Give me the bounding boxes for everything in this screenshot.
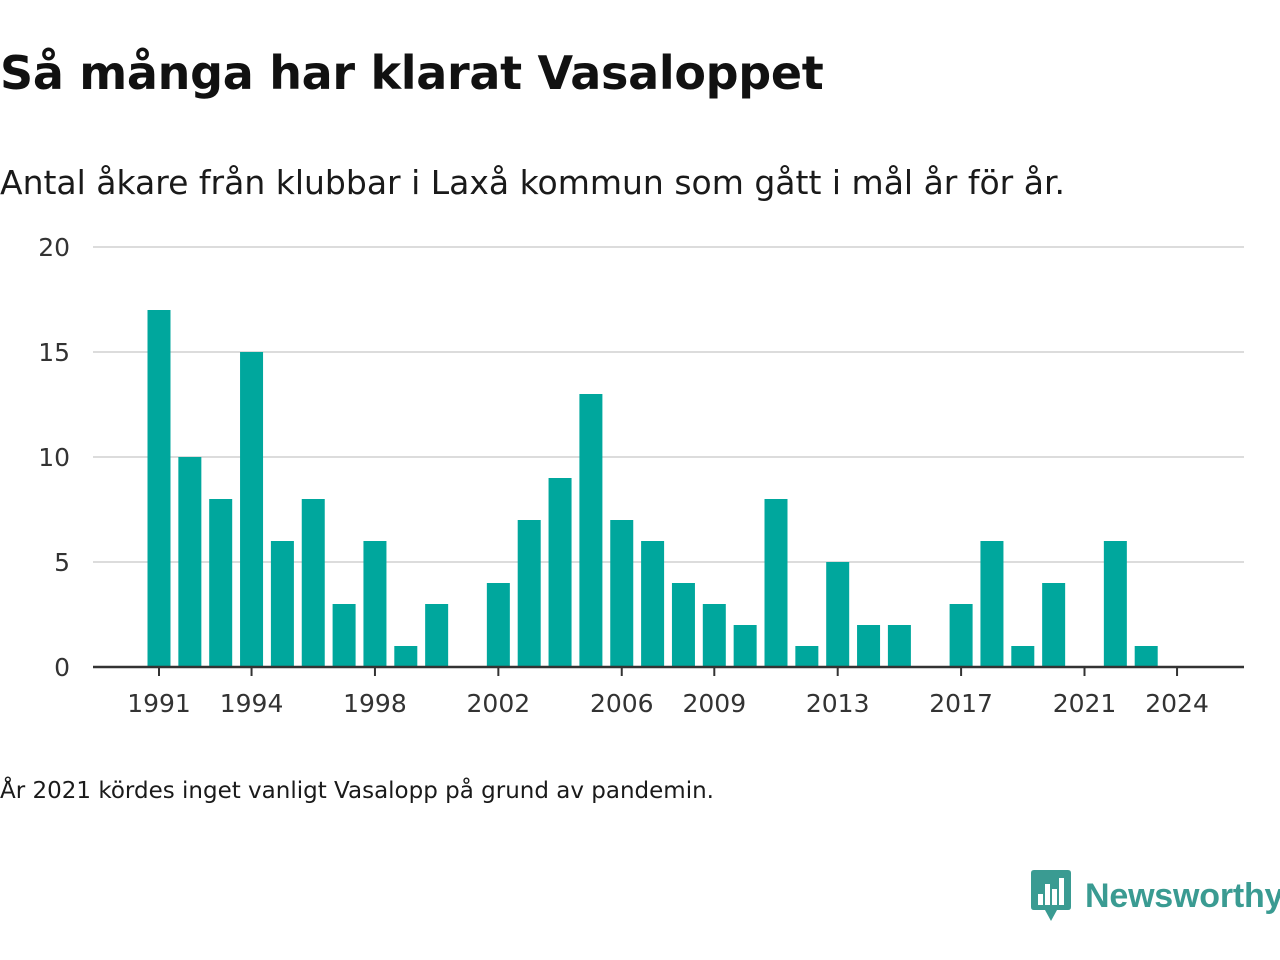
bar-2022 [1103,541,1127,667]
bar-2015 [887,625,911,667]
x-tick-label: 1998 [343,689,407,718]
gridlines [93,246,1244,563]
y-axis-tick-labels: 0 5 10 15 20 [38,233,70,682]
bar-2009 [702,604,726,667]
bar-1995 [270,541,294,667]
bar-2006 [610,520,634,667]
bar-1999 [394,646,418,667]
x-axis [93,665,1244,676]
bar-2013 [826,562,850,667]
bar-2000 [425,604,449,667]
bar-2018 [980,541,1004,667]
x-tick-label: 2024 [1145,689,1209,718]
bar-2008 [671,583,695,667]
bars [147,310,1158,667]
bar-2010 [733,625,757,667]
bar-2012 [795,646,819,667]
bar-2002 [486,583,510,667]
newsworthy-logo-icon [1031,870,1071,921]
bar-chart: 0 5 10 15 20 1991 1994 1998 2002 2006 2009 2013 201… [38,233,1244,718]
bar-1998 [363,541,387,667]
bar-2005 [579,394,603,667]
bar-2019 [1011,646,1035,667]
x-tick-label: 2009 [682,689,746,718]
x-tick-label: 1991 [127,689,191,718]
bar-1997 [332,604,356,667]
x-tick-label: 2013 [806,689,870,718]
chart-subtitle: Antal åkare från klubbar i Laxå kommun s… [0,163,1065,202]
bar-2023 [1134,646,1158,667]
bar-1991 [147,310,171,667]
y-tick-label: 20 [38,233,70,262]
bar-1996 [301,499,325,667]
x-tick-label: 2017 [929,689,993,718]
x-tick-label: 1994 [220,689,284,718]
footnote: År 2021 kördes inget vanligt Vasalopp på… [0,778,714,804]
bar-2007 [641,541,665,667]
y-tick-label: 10 [38,443,70,472]
y-tick-label: 0 [54,653,70,682]
bar-2017 [949,604,973,667]
bar-2011 [764,499,788,667]
y-tick-label: 15 [38,338,70,367]
bar-2003 [517,520,541,667]
bar-2004 [548,478,572,667]
x-tick-label: 2002 [467,689,531,718]
x-tick-label: 2021 [1053,689,1117,718]
bar-2014 [857,625,881,667]
y-tick-label: 5 [54,548,70,577]
bar-1993 [209,499,233,667]
brand-name: Newsworthy [1085,876,1280,915]
newsworthy-logo: Newsworthy [1031,868,1280,924]
bar-2020 [1042,583,1066,667]
bar-1994 [240,352,264,667]
chart-title: Så många har klarat Vasaloppet [0,46,824,100]
x-axis-tick-labels: 1991 1994 1998 2002 2006 2009 2013 2017 2021 2024 [127,689,1209,718]
bar-1992 [178,457,202,667]
x-tick-label: 2006 [590,689,654,718]
